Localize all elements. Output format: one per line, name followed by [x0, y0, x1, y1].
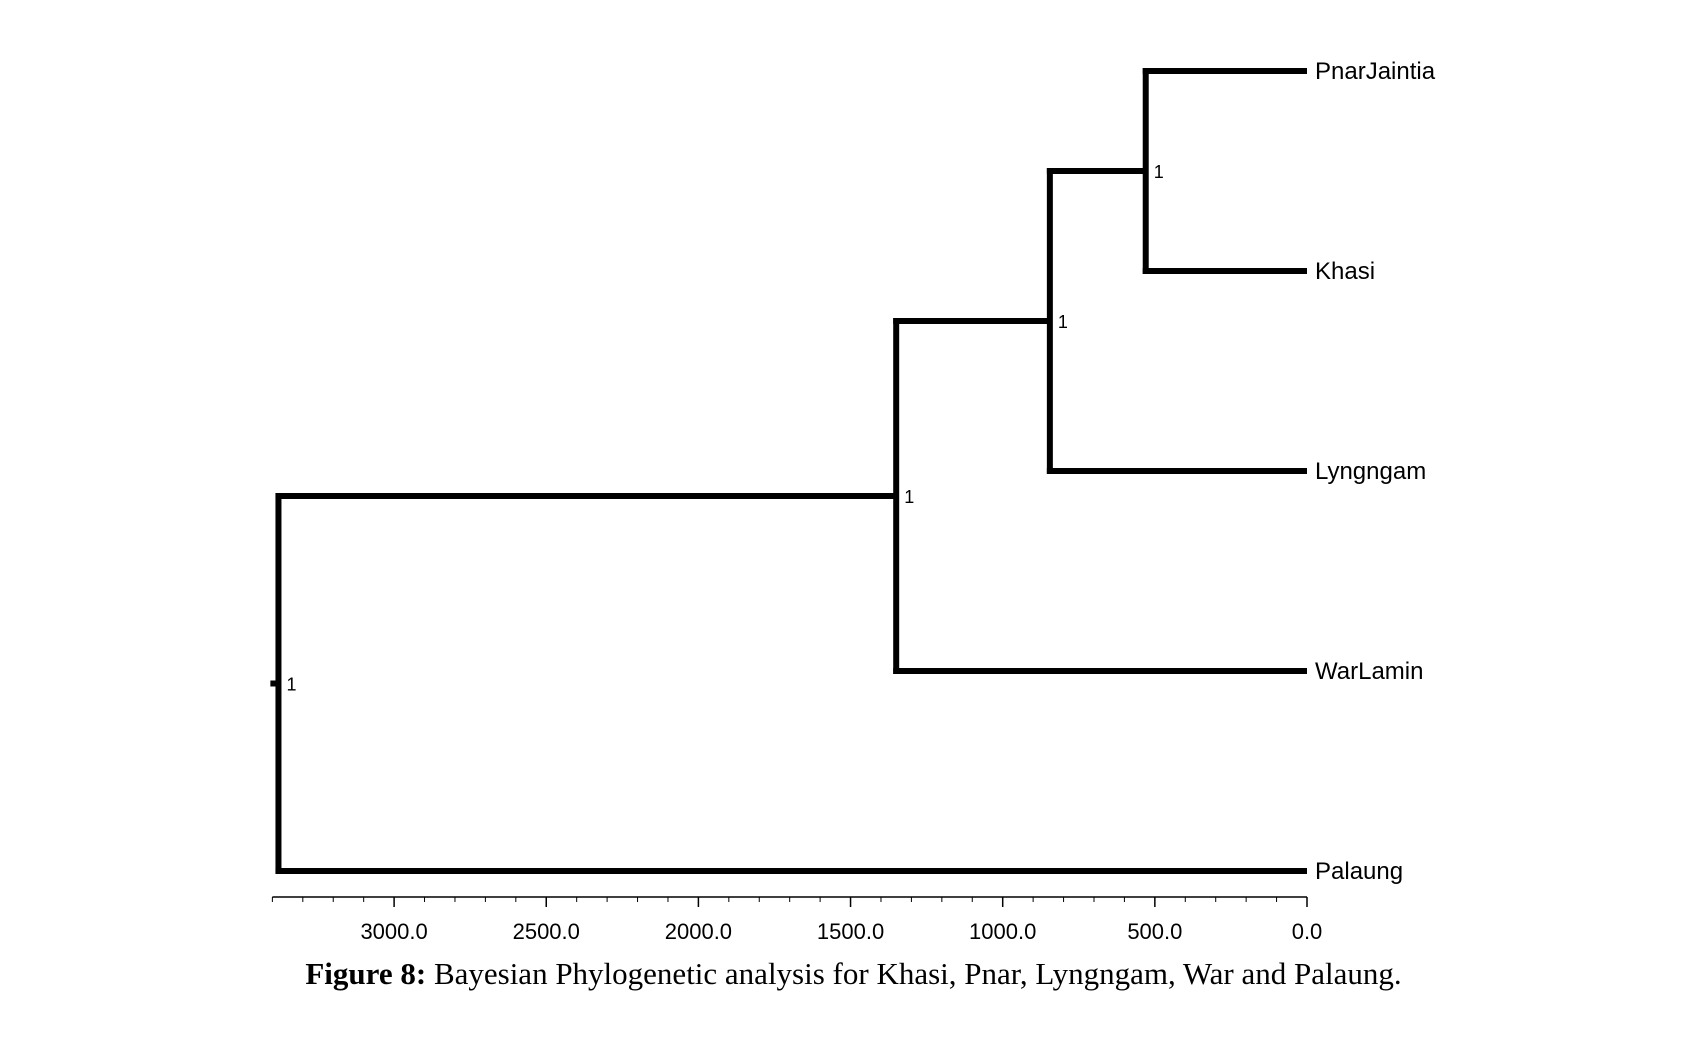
axis-tick-label: 0.0 [1292, 919, 1323, 944]
tip-label-lyngngam: Lyngngam [1315, 458, 1426, 485]
tip-label-warlamin: WarLamin [1315, 658, 1423, 685]
axis-tick-label: 2000.0 [665, 919, 732, 944]
caption-label: Figure 8: [305, 956, 427, 991]
axis-tick-label: 1000.0 [969, 919, 1036, 944]
axis-tick-label: 3000.0 [360, 919, 427, 944]
axis-tick-label: 2500.0 [513, 919, 580, 944]
time-axis: 3000.0 2500.0 2000.0 1500.0 1000.0 500.0 0.0 [271, 896, 1323, 944]
caption-text: Bayesian Phylogenetic analysis for Khasi… [426, 956, 1402, 991]
support-value-n_pklw: 1 [904, 487, 914, 507]
axis-tick-label: 1500.0 [817, 919, 884, 944]
axis-tick-label: 500.0 [1127, 919, 1182, 944]
tip-label-pnarjaintia: PnarJaintia [1315, 58, 1436, 85]
support-value-root: 1 [286, 675, 296, 695]
support-value-n_pkl: 1 [1058, 312, 1068, 332]
support-value-n_pk: 1 [1154, 162, 1164, 182]
figure-caption: Figure 8: Bayesian Phylogenetic analysis… [0, 956, 1707, 992]
support-values: 1 1 1 1 [286, 162, 1163, 695]
tip-label-palaung: Palaung [1315, 858, 1403, 885]
tree-branches [270, 68, 1307, 874]
tip-label-khasi: Khasi [1315, 258, 1375, 285]
tip-labels: PnarJaintia Khasi Lyngngam WarLamin Palaung [1315, 58, 1436, 885]
